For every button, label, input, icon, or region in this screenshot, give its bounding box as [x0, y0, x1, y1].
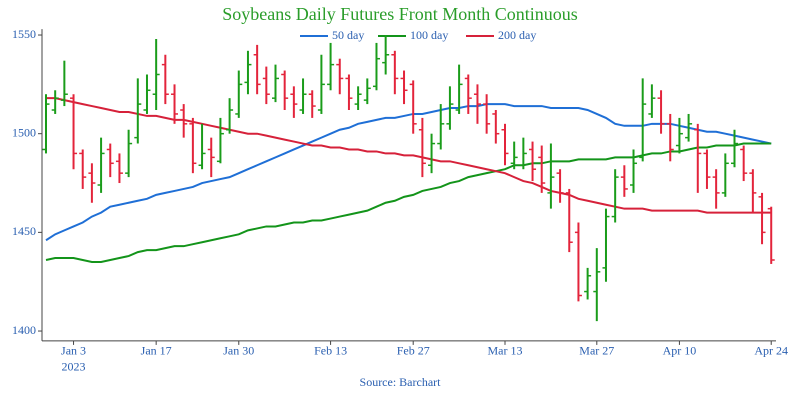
- legend-label: 100 day: [410, 28, 448, 42]
- source: Source: Barchart: [360, 375, 442, 389]
- x-tick-label: Feb 27: [397, 344, 430, 358]
- year-label: 2023: [62, 360, 86, 374]
- y-tick-label: 1400: [12, 323, 36, 337]
- ma-line: [45, 142, 772, 263]
- y-tick-label: 1550: [12, 27, 36, 41]
- x-tick-label: Jan 30: [223, 344, 254, 358]
- chart-title: Soybeans Daily Futures Front Month Conti…: [222, 4, 578, 24]
- ma-line: [46, 97, 772, 214]
- y-tick-label: 1450: [12, 224, 36, 238]
- x-tick-label: Jan 3: [61, 344, 86, 358]
- legend-label: 50 day: [332, 28, 364, 42]
- legend-label: 200 day: [498, 28, 536, 42]
- x-tick-label: Jan 17: [141, 344, 172, 358]
- x-tick-label: Apr 24: [754, 344, 788, 358]
- x-tick-label: Feb 13: [314, 344, 347, 358]
- ma-line: [45, 103, 772, 242]
- x-tick-label: Mar 27: [579, 344, 614, 358]
- x-tick-label: Apr 10: [663, 344, 697, 358]
- y-tick-label: 1500: [12, 125, 36, 139]
- x-tick-label: Mar 13: [488, 344, 523, 358]
